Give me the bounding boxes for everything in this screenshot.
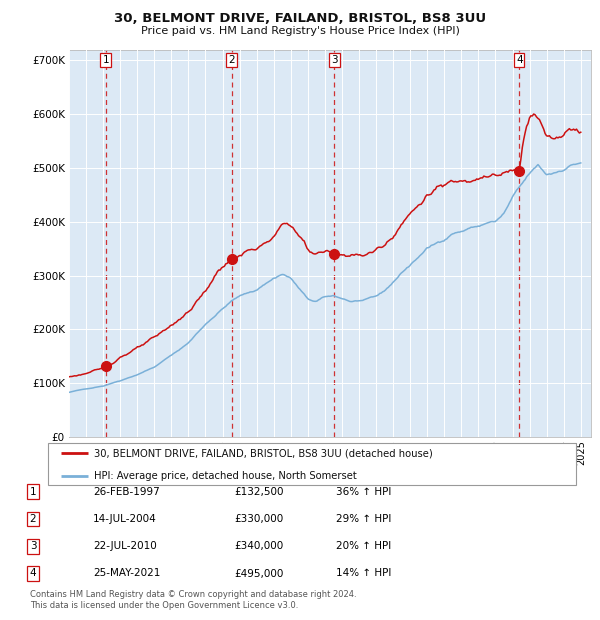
Text: Contains HM Land Registry data © Crown copyright and database right 2024.: Contains HM Land Registry data © Crown c… — [30, 590, 356, 599]
Text: 36% ↑ HPI: 36% ↑ HPI — [336, 487, 391, 497]
Text: 22-JUL-2010: 22-JUL-2010 — [93, 541, 157, 551]
Text: 29% ↑ HPI: 29% ↑ HPI — [336, 514, 391, 524]
Text: 30, BELMONT DRIVE, FAILAND, BRISTOL, BS8 3UU (detached house): 30, BELMONT DRIVE, FAILAND, BRISTOL, BS8… — [94, 448, 433, 458]
Text: 4: 4 — [29, 569, 37, 578]
Text: HPI: Average price, detached house, North Somerset: HPI: Average price, detached house, Nort… — [94, 471, 357, 480]
Text: 20% ↑ HPI: 20% ↑ HPI — [336, 541, 391, 551]
Text: 4: 4 — [516, 55, 523, 65]
Text: 25-MAY-2021: 25-MAY-2021 — [93, 569, 160, 578]
Text: 2: 2 — [229, 55, 235, 65]
Text: 1: 1 — [29, 487, 37, 497]
Text: £132,500: £132,500 — [234, 487, 284, 497]
Text: 2: 2 — [29, 514, 37, 524]
Text: 26-FEB-1997: 26-FEB-1997 — [93, 487, 160, 497]
Text: £495,000: £495,000 — [234, 569, 283, 578]
Text: 14-JUL-2004: 14-JUL-2004 — [93, 514, 157, 524]
Text: 3: 3 — [29, 541, 37, 551]
Text: £330,000: £330,000 — [234, 514, 283, 524]
Text: 3: 3 — [331, 55, 338, 65]
Text: 30, BELMONT DRIVE, FAILAND, BRISTOL, BS8 3UU: 30, BELMONT DRIVE, FAILAND, BRISTOL, BS8… — [114, 12, 486, 25]
Text: 14% ↑ HPI: 14% ↑ HPI — [336, 569, 391, 578]
Text: Price paid vs. HM Land Registry's House Price Index (HPI): Price paid vs. HM Land Registry's House … — [140, 26, 460, 36]
Text: 1: 1 — [103, 55, 109, 65]
Text: This data is licensed under the Open Government Licence v3.0.: This data is licensed under the Open Gov… — [30, 601, 298, 610]
Text: £340,000: £340,000 — [234, 541, 283, 551]
FancyBboxPatch shape — [48, 443, 576, 485]
